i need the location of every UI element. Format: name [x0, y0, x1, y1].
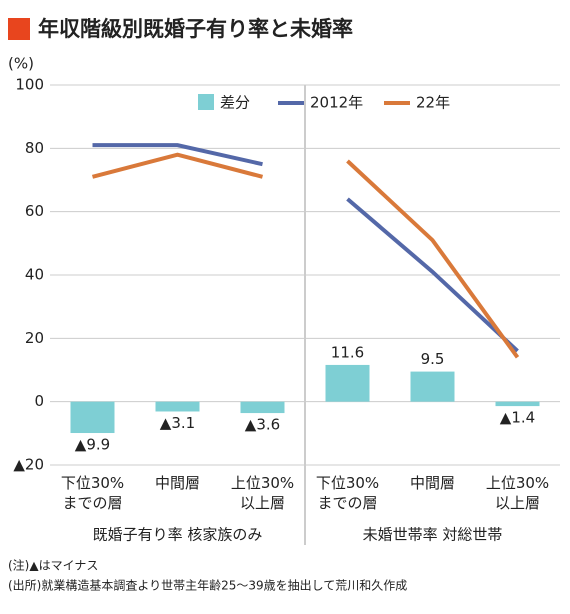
title-marker: [8, 18, 30, 40]
y-tick-label: 40: [25, 266, 44, 284]
x-tick-line: 上位30%: [486, 474, 549, 492]
x-tick-label: 中間層: [155, 474, 200, 492]
line: [91, 152, 264, 179]
value-label: ▲3.1: [160, 414, 195, 432]
line: [346, 159, 520, 359]
x-tick-label: 下位30% までの層: [316, 474, 379, 512]
x-tick-line: 上位30%: [231, 474, 294, 492]
line: [92, 143, 263, 167]
y-tick-label: 80: [25, 139, 44, 157]
x-tick-line: までの層: [62, 494, 122, 512]
legend-swatch: [198, 94, 214, 110]
x-tick-line: までの層: [317, 494, 377, 512]
bar: [325, 364, 370, 402]
bar: [70, 401, 115, 434]
y-unit: (%): [8, 55, 34, 73]
legend-label: 差分: [220, 94, 250, 112]
bar: [155, 401, 200, 412]
x-tick-line: 中間層: [155, 474, 200, 492]
legend-label: 2012年: [310, 94, 363, 112]
chart-title: 年収階級別既婚子有り率と未婚率: [38, 17, 353, 41]
x-tick-line: 下位30%: [61, 474, 124, 492]
bar: [410, 371, 455, 402]
value-label: ▲1.4: [500, 409, 535, 427]
group-label: 未婚世帯率 対総世帯: [363, 526, 503, 544]
y-tick-label: 100: [15, 76, 44, 94]
group-label: 既婚子有り率 核家族のみ: [93, 526, 263, 544]
y-tick-label: 20: [25, 329, 44, 347]
x-tick-line: 以上層: [495, 494, 540, 512]
value-label: ▲3.6: [245, 416, 280, 434]
x-tick-label: 上位30% 以上層: [486, 474, 549, 512]
x-tick-label: 中間層: [410, 474, 455, 492]
bar: [495, 401, 540, 407]
x-tick-label: 下位30% までの層: [61, 474, 124, 512]
y-tick-label: 0: [34, 392, 44, 410]
line: [346, 197, 519, 353]
value-label: 9.5: [421, 350, 445, 368]
x-tick-line: 下位30%: [316, 474, 379, 492]
note: (注)▲はマイナス: [8, 558, 98, 573]
legend-label: 22年: [416, 94, 450, 112]
bar: [240, 401, 285, 414]
y-tick-label: 60: [25, 202, 44, 220]
x-tick-line: 中間層: [410, 474, 455, 492]
x-tick-line: 以上層: [240, 494, 285, 512]
value-label: 11.6: [331, 343, 364, 361]
y-tick-label: ▲20: [13, 456, 44, 474]
value-label: ▲9.9: [75, 436, 110, 454]
note: (出所)就業構造基本調査より世帯主年齢25〜39歳を抽出して荒川和久作成: [8, 578, 407, 593]
x-tick-label: 上位30% 以上層: [231, 474, 294, 512]
